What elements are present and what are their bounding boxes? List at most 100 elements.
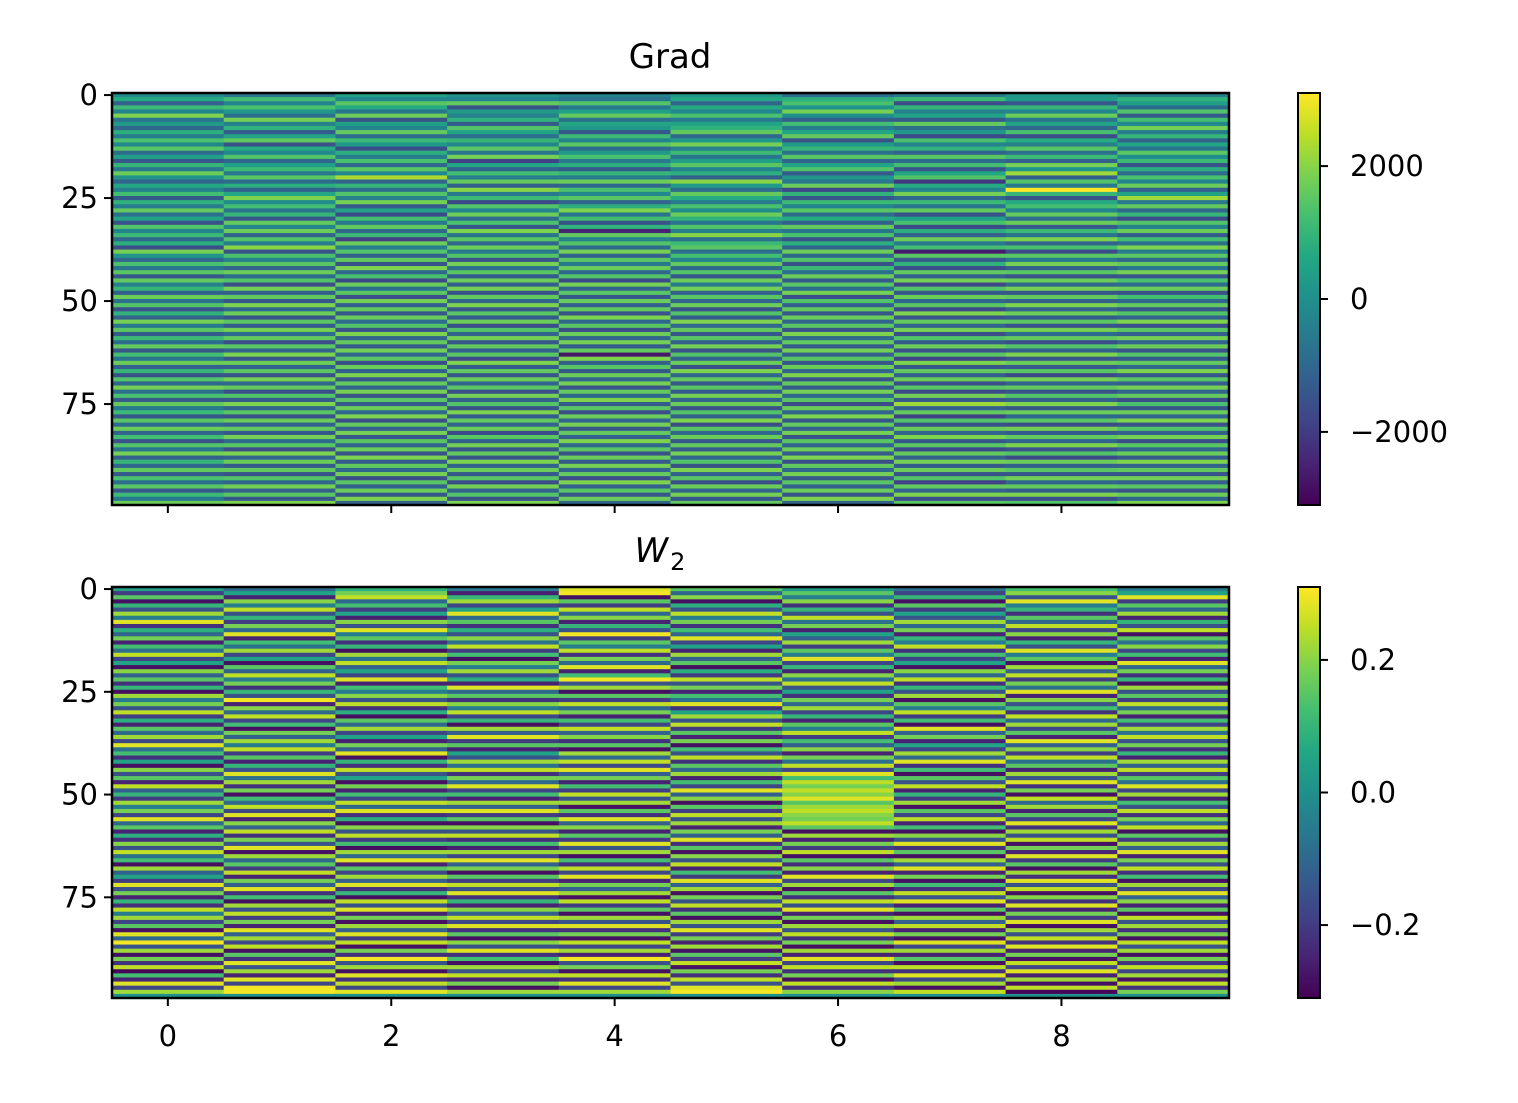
heatmap-cell [670,919,783,925]
heatmap-cell [1117,121,1230,127]
heatmap-cell [893,919,1007,925]
heatmap-cell [447,702,560,707]
heatmap-cell [670,315,783,321]
heatmap-cell [782,907,895,913]
heatmap-cell [558,336,672,341]
heatmap-cell [335,689,448,695]
heatmap-cell [893,245,1007,251]
heatmap-cell [1005,463,1118,469]
heatmap-cell [112,854,225,859]
heatmap-cell [112,915,225,921]
heatmap-cell [223,874,336,880]
heatmap-cell [893,702,1007,707]
w2-colorbar: 0.20.0−0.2 [1297,586,1420,999]
heatmap-cell [223,125,336,131]
heatmap-cell [447,476,560,481]
heatmap-cell [558,105,672,111]
heatmap-cell [558,743,672,748]
heatmap-cell [670,311,783,317]
heatmap-cell [223,200,336,205]
heatmap-cell [1005,599,1118,605]
heatmap-cell [558,944,672,950]
heatmap-cell [335,191,448,197]
heatmap-cell [558,200,672,205]
heatmap-cell [670,759,783,765]
heatmap-cell [112,623,225,629]
heatmap-cell [112,739,225,744]
heatmap-cell [670,993,783,999]
heatmap-cell [223,109,336,115]
heatmap-cell [782,224,895,230]
heatmap-cell [893,270,1007,275]
heatmap-cell [1117,804,1230,810]
heatmap-cell [1117,216,1230,222]
heatmap-cell [893,747,1007,752]
heatmap-cell [447,364,560,370]
heatmap-cell [223,961,336,966]
heatmap-cell [670,204,783,209]
heatmap-cell [558,796,672,802]
heatmap-cell [670,780,783,785]
heatmap-cell [447,685,560,691]
heatmap-cell [1005,496,1118,502]
heatmap-cell [782,406,895,411]
heatmap-cell [558,928,672,933]
heatmap-cell [893,911,1007,917]
heatmap-cell [112,669,225,674]
heatmap-cell [670,603,783,609]
heatmap-cell [447,377,560,382]
heatmap-cell [112,130,225,135]
heatmap-cell [112,290,225,296]
colorbar-tick-label: 0.0 [1350,776,1396,810]
heatmap-cell [782,266,895,271]
heatmap-cell [112,747,225,752]
heatmap-cell [893,656,1007,662]
heatmap-cell [782,652,895,658]
heatmap-cell [670,940,783,946]
heatmap-cell [1005,611,1118,617]
heatmap-cell [670,303,783,308]
heatmap-cell [782,237,895,242]
heatmap-cell [1117,373,1230,378]
heatmap-cell [112,467,225,473]
heatmap-cell [1117,393,1230,399]
heatmap-cell [223,751,336,757]
heatmap-cell [112,245,225,251]
heatmap-cell [112,125,225,131]
heatmap-cell [447,730,560,736]
heatmap-cell [112,632,225,637]
heatmap-cell [1117,488,1230,494]
y-tick-label: 0 [80,572,98,606]
heatmap-cell [223,224,336,230]
heatmap-cell [558,891,672,896]
heatmap-cell [1005,439,1118,444]
heatmap-cell [447,410,560,415]
heatmap-cell [335,257,448,263]
heatmap-cell [112,249,225,255]
heatmap-cell [782,660,895,666]
heatmap-cell [335,681,448,687]
heatmap-cell [782,730,895,736]
heatmap-cell [447,134,560,139]
heatmap-cell [670,261,783,267]
heatmap-cell [112,274,225,279]
heatmap-cell [893,632,1007,637]
heatmap-cell [893,681,1007,687]
heatmap-cell [782,841,895,847]
heatmap-cell [335,381,448,387]
heatmap-cell [1005,870,1118,876]
heatmap-cell [558,899,672,905]
heatmap-cell [335,179,448,185]
heatmap-cell [335,693,448,699]
heatmap-cell [223,845,336,851]
heatmap-cell [223,476,336,481]
heatmap-cell [112,228,225,234]
heatmap-cell [223,747,336,752]
heatmap-cell [447,636,560,642]
heatmap-cell [782,369,895,374]
heatmap-cell [112,443,225,448]
heatmap-cell [335,175,448,181]
heatmap-cell [447,850,560,855]
heatmap-cell [558,369,672,374]
heatmap-cell [335,952,448,958]
